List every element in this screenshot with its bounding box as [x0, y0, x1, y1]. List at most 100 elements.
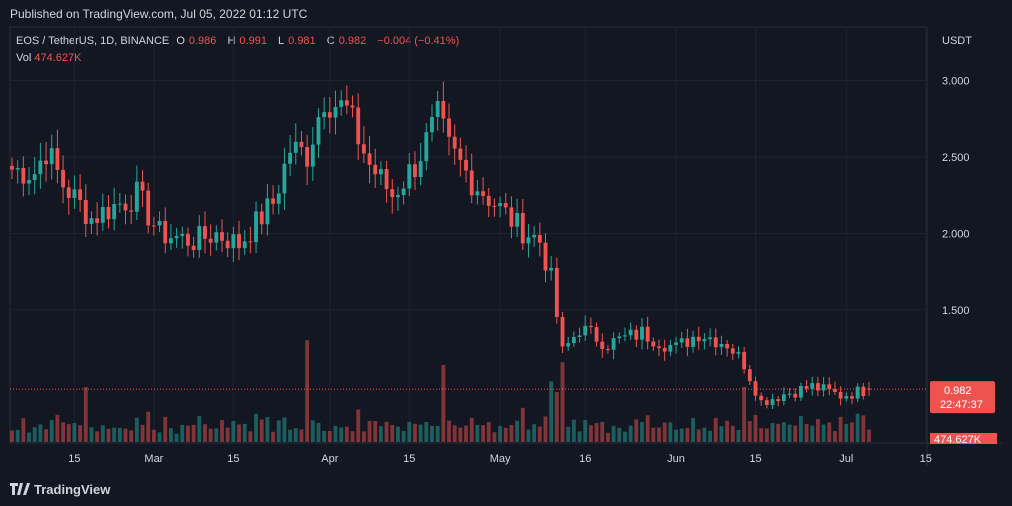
volume-bar — [679, 428, 684, 442]
volume-bar — [21, 418, 26, 442]
volume-bar — [577, 431, 582, 442]
volume-bar — [702, 427, 707, 442]
candle-body — [577, 335, 582, 338]
published-note: Published on TradingView.com, Jul 05, 20… — [10, 7, 308, 21]
candle-body — [674, 342, 678, 345]
candle-body — [378, 168, 383, 175]
volume-bar — [396, 426, 400, 442]
volume-bar — [469, 418, 474, 442]
candle-body — [605, 349, 610, 351]
open-value: 0.986 — [188, 35, 217, 47]
candle-body — [566, 343, 571, 347]
volume-bar — [509, 424, 514, 442]
volume-bar — [157, 432, 162, 442]
candle-body — [679, 338, 684, 343]
x-tick-label: 15 — [227, 453, 239, 465]
volume-bar — [441, 365, 446, 442]
candle-body — [78, 189, 83, 200]
volume-legend: Vol 474.627K — [16, 52, 81, 64]
volume-bar — [231, 421, 236, 442]
volume-bar — [537, 426, 542, 442]
y-tick-label: 2.500 — [942, 152, 970, 164]
candle-body — [61, 169, 66, 188]
volume-bar — [214, 428, 219, 442]
candle-body — [435, 101, 440, 118]
tradingview-logo-icon — [10, 483, 30, 495]
volume-bar — [259, 419, 264, 442]
volume-bar — [186, 425, 190, 442]
candle-body — [32, 174, 37, 181]
volume-badge-label: 474.627K — [934, 434, 982, 446]
volume-bar — [242, 423, 247, 442]
candle-body — [225, 240, 230, 249]
volume-bar — [753, 414, 758, 442]
x-tick-label: 16 — [579, 453, 591, 465]
candle-body — [430, 117, 434, 133]
candle-body — [668, 344, 673, 352]
volume-bar — [730, 425, 735, 442]
candle-body — [503, 203, 508, 208]
candle-body — [316, 117, 321, 145]
candle-body — [288, 152, 293, 164]
footer-brand[interactable]: TradingView — [10, 481, 110, 497]
volume-bar — [424, 422, 429, 442]
candle-body — [293, 141, 298, 153]
candle-body — [186, 233, 190, 246]
volume-bar — [481, 425, 485, 442]
volume-bar — [674, 429, 678, 442]
candle-body — [214, 232, 219, 243]
y-tick-label: 2.000 — [942, 228, 970, 240]
candle-body — [781, 394, 786, 402]
volume-bar — [611, 425, 616, 442]
volume-bar — [129, 430, 134, 442]
candle-body — [634, 329, 639, 340]
volume-bar — [452, 425, 457, 442]
candle-body — [333, 106, 338, 118]
volume-bar — [713, 417, 718, 442]
candle-body — [231, 234, 236, 249]
volume-bar — [151, 429, 156, 442]
candle-body — [123, 203, 128, 211]
candle-body — [265, 198, 270, 225]
candle-body — [95, 218, 100, 223]
volume-bar — [520, 407, 525, 442]
volume-bar — [708, 430, 713, 442]
candle-body — [44, 160, 48, 165]
volume-bar — [736, 430, 741, 442]
volume-bar — [174, 433, 179, 442]
volume-bar — [276, 420, 281, 442]
volume-bar — [464, 425, 468, 442]
candle-body — [492, 205, 497, 207]
volume-bar — [384, 421, 389, 442]
volume-bar — [532, 424, 537, 442]
volume-bar — [458, 427, 463, 442]
volume-bar — [100, 425, 105, 442]
candle-body — [742, 352, 747, 370]
volume-bar — [10, 430, 14, 442]
volume-value: 474.627K — [34, 52, 82, 64]
volume-bar — [657, 427, 661, 442]
volume-bar — [781, 422, 786, 442]
y-tick-label: 3.000 — [942, 76, 970, 88]
candle-body — [509, 207, 514, 227]
candle-body — [163, 220, 168, 244]
volume-bar — [180, 424, 185, 442]
candle-body — [396, 195, 400, 198]
volume-bar — [793, 425, 798, 442]
candle-body — [736, 352, 741, 354]
candle-body — [344, 100, 349, 106]
volume-bar — [833, 431, 837, 442]
candle-body — [83, 199, 88, 224]
candle-body — [662, 348, 667, 352]
candle-body — [390, 189, 395, 198]
volume-bar — [798, 415, 803, 442]
candle-body — [458, 148, 463, 160]
symbol-label[interactable]: EOS / TetherUS, 1D, BINANCE — [16, 35, 170, 47]
candle-body — [498, 203, 503, 207]
candle-body — [588, 325, 593, 328]
volume-bar — [554, 392, 559, 442]
chart-frame — [9, 26, 928, 444]
volume-bar — [651, 427, 656, 442]
volume-bar — [271, 431, 276, 442]
